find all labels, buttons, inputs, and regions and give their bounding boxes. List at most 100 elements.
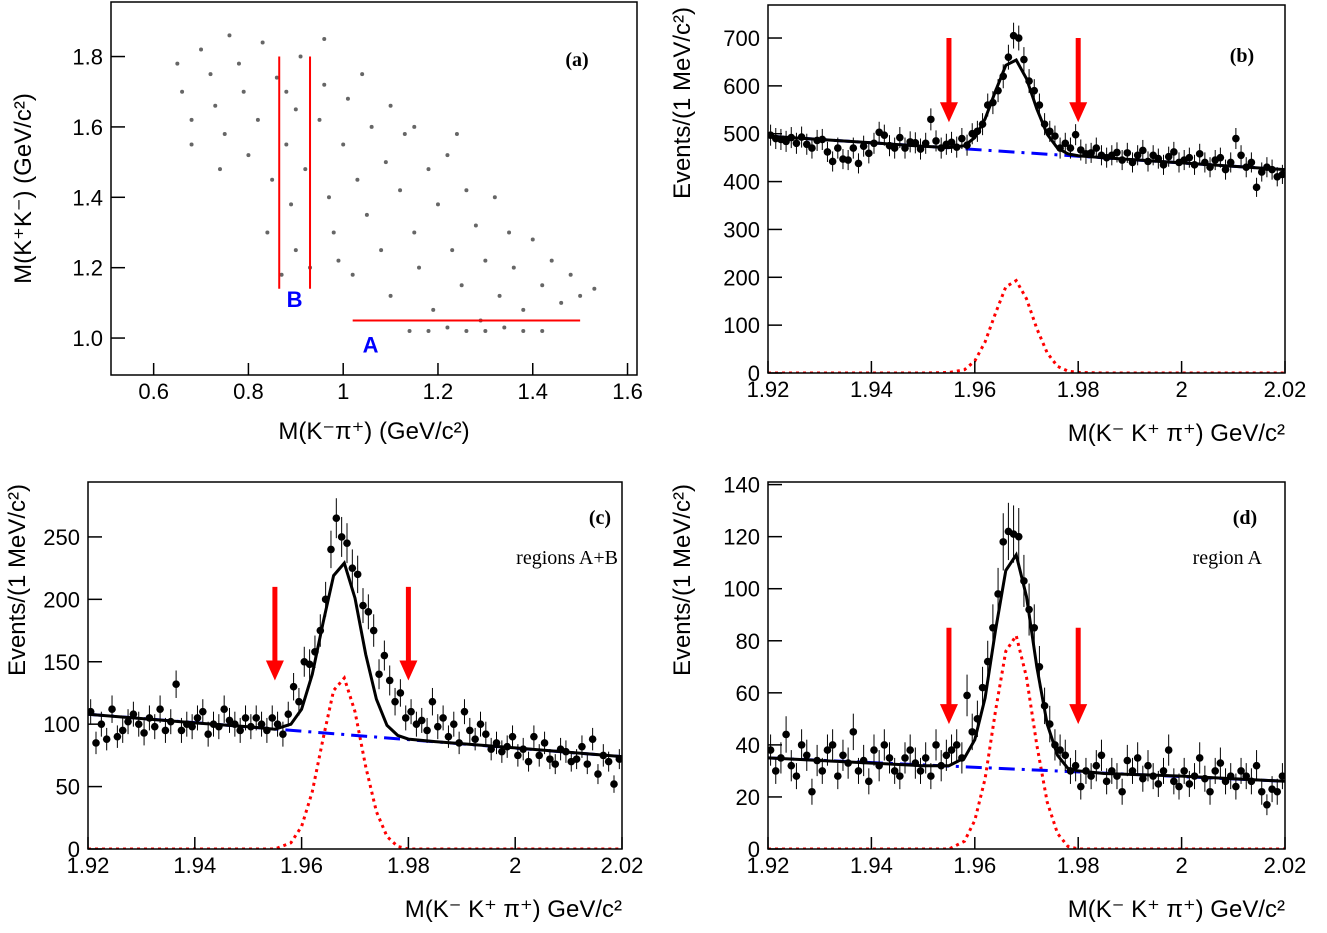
x-tick-label: 1.98 [1057,377,1100,402]
data-point [808,144,816,152]
data-point [1268,165,1276,174]
data-point [890,144,899,152]
data-point [1159,767,1168,775]
scatter-point [388,103,393,108]
data-point [530,732,538,741]
scatter-point [417,265,422,270]
data-point [364,608,373,616]
data-point [412,720,421,728]
data-point [916,767,925,775]
frame [767,481,1286,850]
scatter-point [350,272,355,277]
data-point [1040,120,1049,128]
data-point [610,780,618,788]
y-tick-label: 300 [723,217,760,242]
data-point [583,760,592,768]
data-point [466,726,474,735]
data-point [1221,165,1230,174]
region-label: B [287,287,303,312]
data-point [1066,767,1075,775]
data-point [802,751,811,760]
scatter-point [208,72,213,77]
scatter-point [412,124,417,129]
data-point [994,590,1002,598]
scatter-point [483,329,488,334]
data-point [865,149,873,158]
data-point [1216,759,1225,767]
data-point [1097,751,1106,760]
scatter-point [407,329,412,334]
data-point [787,133,796,142]
data-point [1128,767,1137,775]
data-point [1076,782,1085,791]
data-point [1014,34,1023,42]
scatter-point [341,142,346,147]
fit-curve [768,551,1285,783]
y-tick-label: 1.0 [72,326,103,351]
data-point [348,564,357,572]
x-tick-label: 1.94 [173,853,216,878]
data-point [947,746,956,754]
data-point [1185,153,1194,162]
data-point [1113,148,1121,157]
x-tick-label: 1.94 [850,377,893,402]
scatter-point [369,124,374,129]
scatter-point [540,329,545,334]
data-point [771,767,780,775]
data-point [1206,163,1214,172]
data-point [973,127,982,136]
data-point [968,728,977,736]
data-point [1144,761,1152,770]
fit-curve [88,560,622,759]
scatter-point [445,153,450,158]
fit-curve [768,631,1285,849]
data-point [1164,152,1173,161]
scatter-point [213,103,218,108]
data-point [1066,144,1075,152]
data-point [875,761,883,770]
scatter-point [521,307,526,312]
arrow-head [1069,102,1088,123]
data-point [1071,130,1080,139]
data-point [129,710,138,718]
scatter-point [284,142,289,147]
data-point [989,98,997,107]
data-point [797,133,806,141]
data-point [792,139,801,148]
y-tick-label: 140 [723,473,760,498]
data-point [263,726,271,735]
data-point [1118,787,1126,796]
data-point [989,623,997,632]
scatter-point [260,40,265,45]
scatter-point [549,258,554,263]
x-tick-label: 1.98 [1057,853,1100,878]
data-point [166,717,175,726]
y-tick-label: 1.4 [72,185,103,210]
data-point [859,142,868,150]
data-point [828,157,837,166]
cut-arrow [939,38,958,123]
scatter-point [241,89,246,94]
scatter-point [180,89,185,94]
y-tick-label: 150 [43,650,80,675]
y-tick-label: 250 [43,525,80,550]
x-tick-label: 1.98 [387,853,430,878]
data-point [1201,774,1209,783]
data-point [289,682,298,691]
data-point [1221,777,1230,786]
scatter-point [265,230,270,235]
data-point [978,683,987,692]
scatter-point [227,33,232,38]
data-point [1237,151,1245,160]
y-tick-label: 100 [43,712,80,737]
data-point [594,770,602,778]
data-point [1025,605,1033,614]
fit-curve [768,278,1285,373]
y-axis-title: Events/(1 MeV/c²) [4,484,31,676]
data-point [118,726,127,735]
data-point [562,747,570,756]
data-point [890,767,899,775]
scatter-point [464,329,469,334]
data-point [963,141,971,150]
